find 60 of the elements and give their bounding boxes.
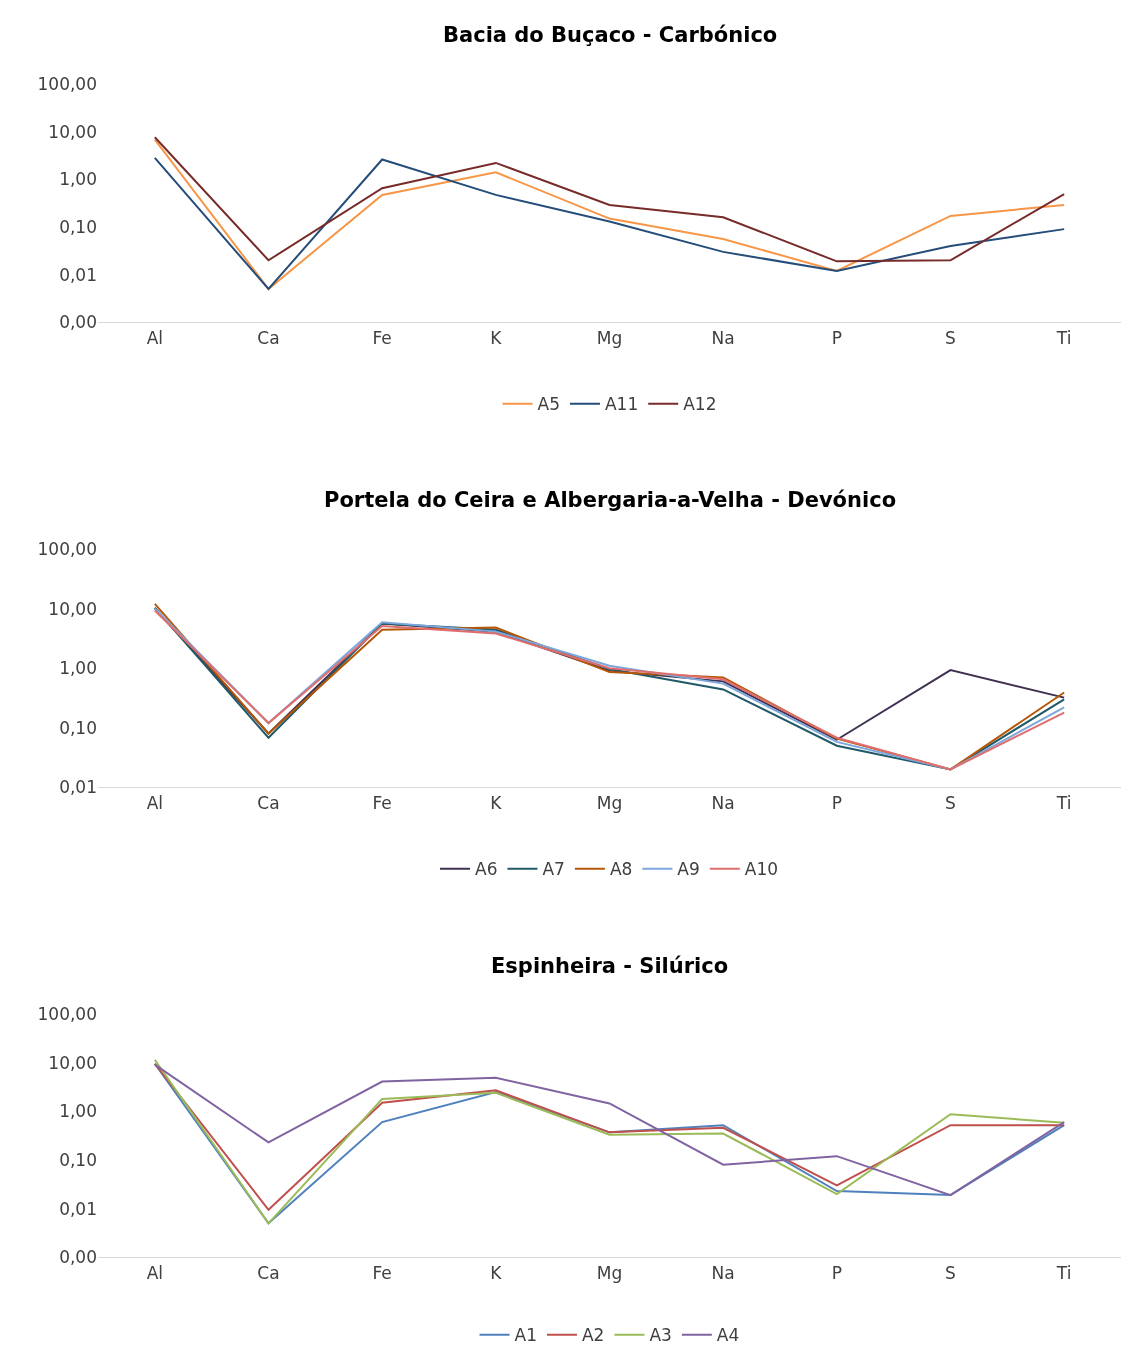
- x-tick-label: Al: [146, 792, 164, 813]
- legend-label: A4: [716, 1325, 740, 1346]
- y-tick-label: 0,01: [59, 777, 97, 798]
- chart-title: Bacia do Buçaco - Carbónico: [443, 23, 778, 47]
- x-tick-label: K: [490, 1262, 503, 1283]
- y-tick-label: 100,00: [37, 73, 97, 94]
- x-tick-label: Na: [711, 327, 735, 348]
- x-tick-label: Mg: [596, 1262, 623, 1283]
- legend-label: A9: [677, 859, 700, 880]
- legend-label: A11: [604, 394, 639, 415]
- y-tick-label: 0,00: [59, 1247, 97, 1268]
- y-tick-label: 0,10: [59, 216, 97, 237]
- y-tick-label: 1,00: [59, 1101, 97, 1122]
- x-tick-label: Mg: [596, 327, 623, 348]
- legend-label: A10: [744, 859, 779, 880]
- line-series: [153, 136, 1066, 263]
- y-tick-label: 100,00: [37, 538, 97, 559]
- y-tick-label: 10,00: [48, 598, 97, 619]
- x-tick-label: Ti: [1055, 1262, 1072, 1283]
- x-tick-label: Ti: [1055, 327, 1072, 348]
- x-tick-label: Fe: [372, 792, 392, 813]
- legend-label: A12: [683, 394, 717, 415]
- x-tick-label: P: [831, 1262, 842, 1283]
- x-tick-label: Na: [711, 1262, 735, 1283]
- x-tick-label: Al: [146, 327, 164, 348]
- y-tick-label: 1,00: [59, 169, 97, 190]
- legend-label: A2: [581, 1325, 605, 1346]
- x-tick-label: Ca: [257, 327, 280, 348]
- x-tick-label: Ca: [257, 792, 280, 813]
- y-tick-label: 0,01: [59, 264, 97, 285]
- x-tick-label: Na: [711, 792, 735, 813]
- x-tick-label: P: [831, 327, 842, 348]
- legend-label: A1: [514, 1325, 537, 1346]
- x-tick-label: S: [945, 792, 956, 813]
- x-tick-label: S: [945, 327, 956, 348]
- y-tick-label: 1,00: [59, 658, 97, 679]
- x-tick-label: K: [490, 792, 503, 813]
- y-tick-label: 100,00: [37, 1003, 97, 1024]
- legend-label: A7: [542, 859, 565, 880]
- y-tick-label: 10,00: [48, 1052, 97, 1073]
- y-tick-label: 10,00: [48, 121, 97, 142]
- y-tick-label: 0,00: [59, 312, 97, 333]
- x-tick-label: Ti: [1055, 792, 1072, 813]
- chart-title: Espinheira - Silúrico: [491, 954, 729, 978]
- legend-label: A6: [475, 859, 498, 880]
- legend-label: A8: [609, 859, 633, 880]
- x-tick-label: Al: [146, 1262, 164, 1283]
- x-tick-label: Mg: [596, 792, 623, 813]
- y-tick-label: 0,01: [59, 1198, 97, 1219]
- x-tick-label: Ca: [257, 1262, 280, 1283]
- legend-label: A3: [649, 1325, 672, 1346]
- chart-title: Portela do Ceira e Albergaria-a-Velha - Devónico: [324, 488, 897, 512]
- y-tick-label: 0,10: [59, 1149, 97, 1170]
- x-tick-label: K: [490, 327, 503, 348]
- x-tick-label: S: [945, 1262, 956, 1283]
- legend-label: A5: [537, 394, 560, 415]
- x-tick-label: Fe: [372, 1262, 392, 1283]
- x-tick-label: P: [831, 792, 842, 813]
- y-tick-label: 0,10: [59, 717, 97, 738]
- x-tick-label: Fe: [372, 327, 392, 348]
